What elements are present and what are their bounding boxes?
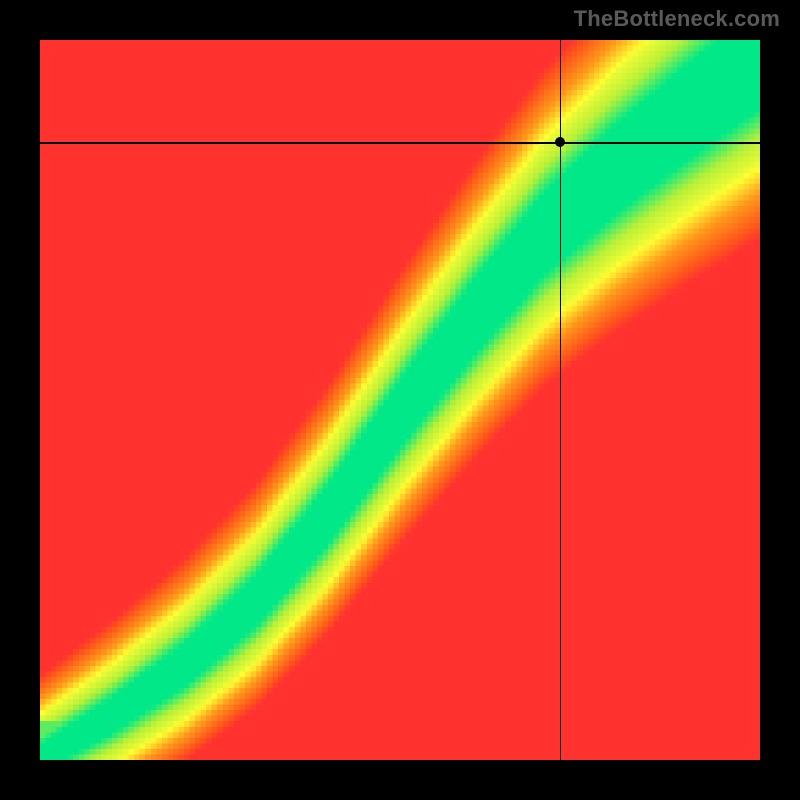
heatmap-canvas bbox=[40, 40, 760, 760]
crosshair-vertical bbox=[560, 40, 562, 760]
watermark-text: TheBottleneck.com bbox=[574, 6, 780, 32]
heatmap-plot bbox=[40, 40, 760, 760]
crosshair-marker bbox=[555, 137, 565, 147]
crosshair-horizontal bbox=[40, 142, 760, 144]
